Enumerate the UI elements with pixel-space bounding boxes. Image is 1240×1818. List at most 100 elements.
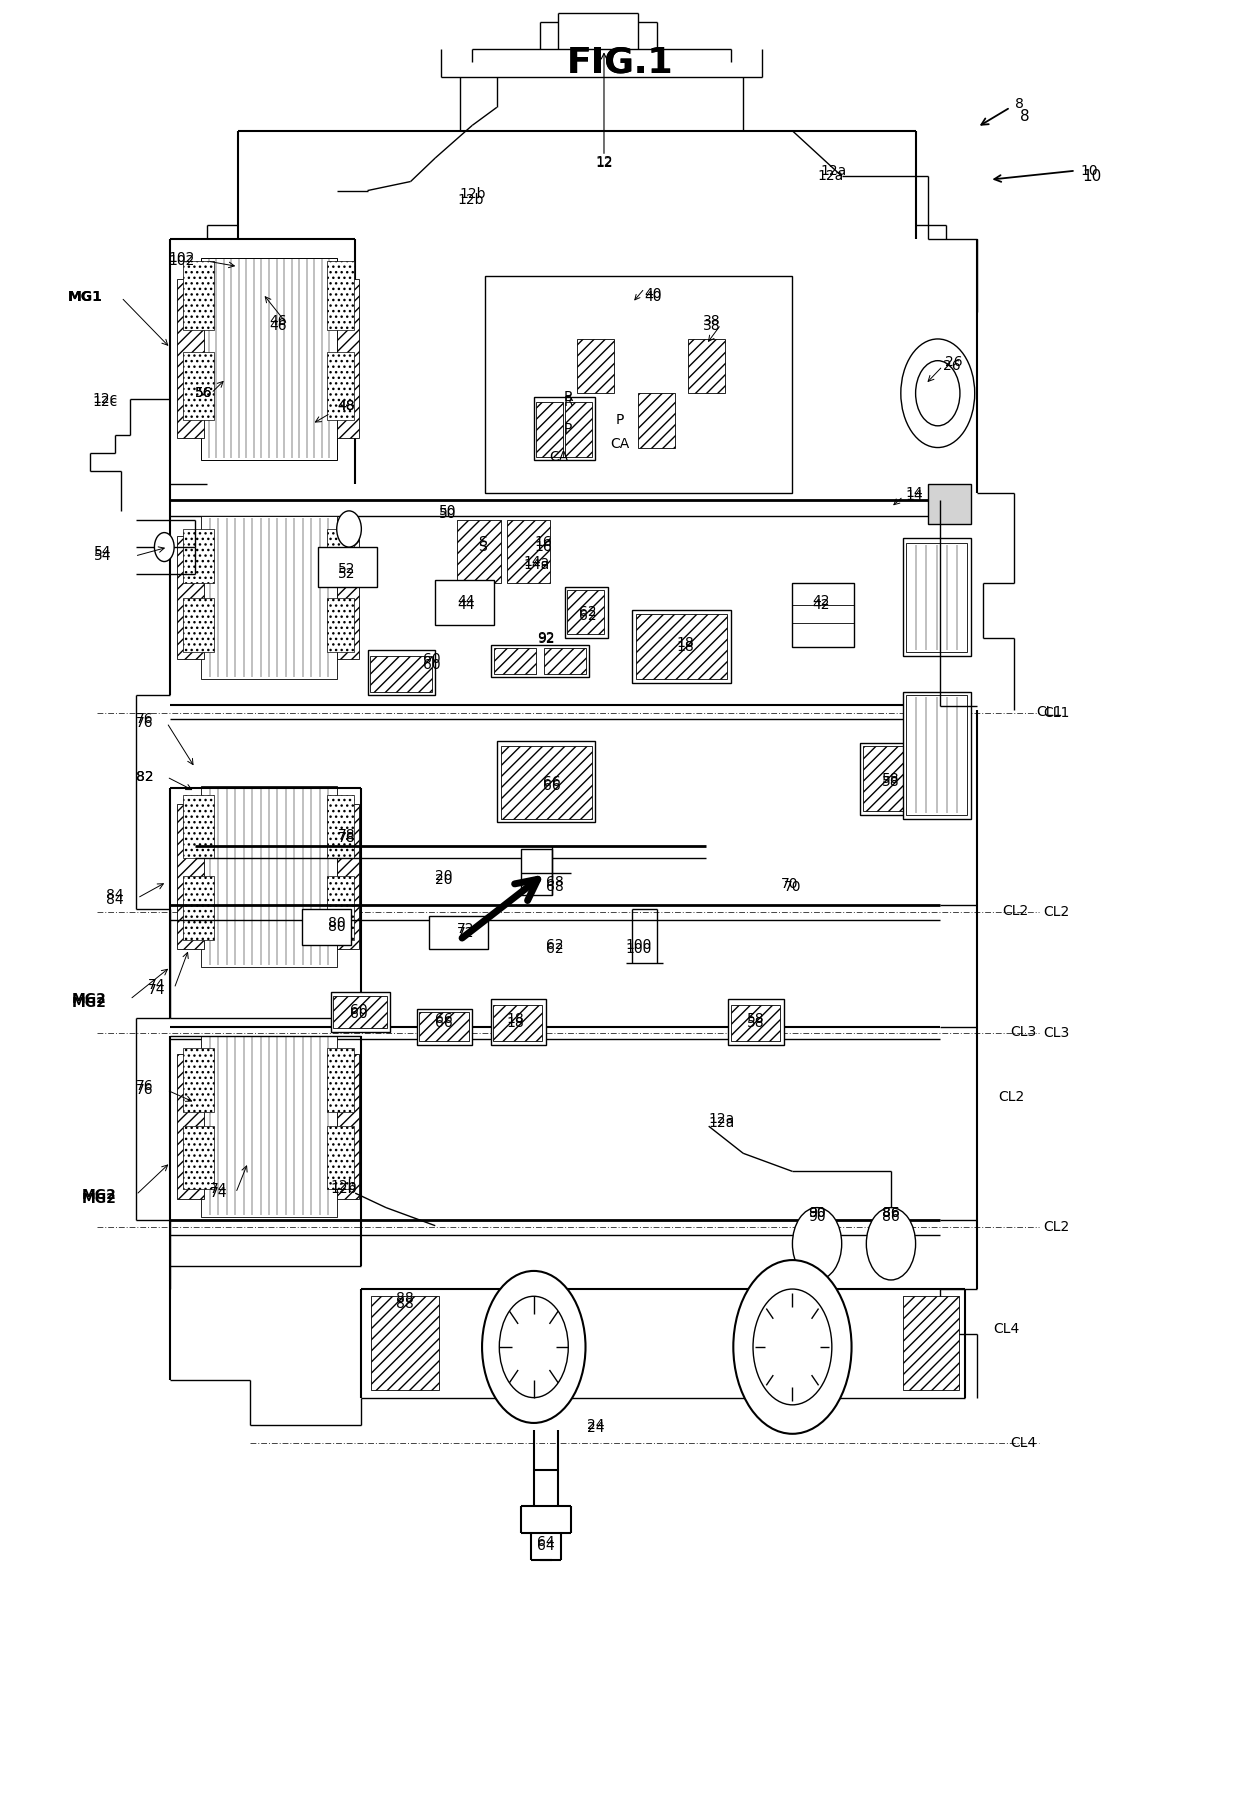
Text: 48: 48	[337, 398, 356, 413]
Bar	[903, 1296, 959, 1391]
Bar	[334, 996, 387, 1029]
Text: CL2: CL2	[998, 1091, 1024, 1104]
Text: 40: 40	[645, 291, 662, 304]
Circle shape	[915, 360, 960, 425]
Text: R: R	[563, 395, 573, 409]
Circle shape	[900, 338, 975, 447]
Text: 74: 74	[149, 978, 166, 993]
Bar	[861, 742, 921, 814]
Bar	[327, 529, 353, 584]
Text: 44: 44	[458, 594, 475, 609]
Text: 76: 76	[136, 1084, 154, 1096]
Text: R: R	[563, 389, 573, 404]
Text: 92: 92	[537, 633, 556, 647]
Text: 66: 66	[435, 1013, 453, 1027]
Text: 64: 64	[537, 1536, 556, 1549]
Bar	[182, 1049, 213, 1111]
Text: 66: 66	[435, 1016, 453, 1031]
Text: CA: CA	[610, 436, 630, 451]
Text: CL2: CL2	[1002, 904, 1028, 918]
Text: 88: 88	[396, 1296, 413, 1311]
Text: 66: 66	[543, 778, 562, 793]
Text: CL4: CL4	[1011, 1436, 1037, 1449]
Text: 58: 58	[746, 1016, 764, 1031]
Bar	[435, 580, 495, 625]
Text: CA: CA	[549, 449, 568, 464]
Text: 10: 10	[1080, 164, 1099, 178]
Text: CL4: CL4	[993, 1322, 1019, 1336]
Text: 10: 10	[1081, 169, 1101, 184]
Text: 58: 58	[746, 1013, 764, 1027]
Text: MG2: MG2	[82, 1191, 117, 1205]
Text: 82: 82	[136, 769, 154, 784]
Text: 12: 12	[595, 156, 613, 171]
Bar	[182, 1125, 213, 1189]
Text: 20: 20	[435, 873, 453, 887]
Text: 60: 60	[350, 1007, 368, 1022]
Text: CL2: CL2	[1044, 1220, 1070, 1234]
Bar	[491, 645, 589, 678]
Text: 70: 70	[784, 880, 801, 894]
Text: 86: 86	[882, 1209, 900, 1224]
Bar	[337, 804, 358, 949]
Bar	[367, 651, 435, 696]
Bar	[903, 538, 971, 656]
Text: CL3: CL3	[1044, 1025, 1070, 1040]
Text: 88: 88	[396, 1291, 413, 1305]
Text: 74: 74	[210, 1182, 227, 1196]
Text: FIG.1: FIG.1	[567, 45, 673, 78]
Text: 12b: 12b	[331, 1182, 357, 1196]
Bar	[501, 745, 591, 818]
Text: 102: 102	[167, 255, 195, 267]
Bar	[543, 649, 585, 674]
Text: 58: 58	[882, 774, 900, 789]
Bar	[201, 785, 337, 967]
Text: 20: 20	[435, 869, 453, 884]
Circle shape	[867, 1207, 915, 1280]
Circle shape	[733, 1260, 852, 1434]
Text: 18: 18	[676, 640, 694, 654]
Text: CL2: CL2	[1044, 905, 1070, 918]
Text: 68: 68	[546, 880, 564, 894]
Text: 18: 18	[506, 1016, 525, 1031]
Text: 54: 54	[94, 549, 112, 564]
Bar	[928, 484, 971, 524]
Text: 26: 26	[942, 360, 960, 373]
Text: 72: 72	[458, 925, 475, 940]
Text: 40: 40	[645, 287, 662, 300]
Text: 26: 26	[945, 356, 962, 369]
Bar	[176, 536, 203, 660]
Text: 60: 60	[350, 1004, 368, 1018]
Text: 60: 60	[423, 653, 440, 665]
Bar	[688, 338, 724, 393]
Bar	[327, 598, 353, 653]
Text: 54: 54	[94, 545, 112, 560]
Text: MG2: MG2	[72, 993, 107, 1007]
Text: 46: 46	[269, 315, 286, 327]
Bar	[331, 993, 389, 1033]
Bar	[176, 1054, 203, 1198]
Text: 92: 92	[537, 631, 556, 645]
Bar	[182, 598, 213, 653]
Text: 14a: 14a	[523, 554, 549, 569]
Bar	[497, 740, 595, 822]
Text: 60: 60	[423, 658, 440, 671]
Bar	[728, 1000, 784, 1045]
Text: 66: 66	[543, 774, 562, 789]
Bar	[176, 804, 203, 949]
Text: 84: 84	[107, 887, 124, 902]
Text: 82: 82	[136, 769, 154, 784]
Text: 50: 50	[439, 507, 456, 522]
Text: 64: 64	[537, 1540, 556, 1553]
Text: 42: 42	[812, 594, 830, 609]
Bar	[327, 262, 353, 329]
Text: 72: 72	[458, 922, 475, 936]
Bar	[458, 520, 501, 584]
Circle shape	[337, 511, 361, 547]
Circle shape	[155, 533, 174, 562]
Bar	[337, 1054, 358, 1198]
Bar	[533, 396, 595, 460]
Bar	[182, 529, 213, 584]
Text: 50: 50	[439, 504, 456, 518]
Bar	[182, 794, 213, 858]
